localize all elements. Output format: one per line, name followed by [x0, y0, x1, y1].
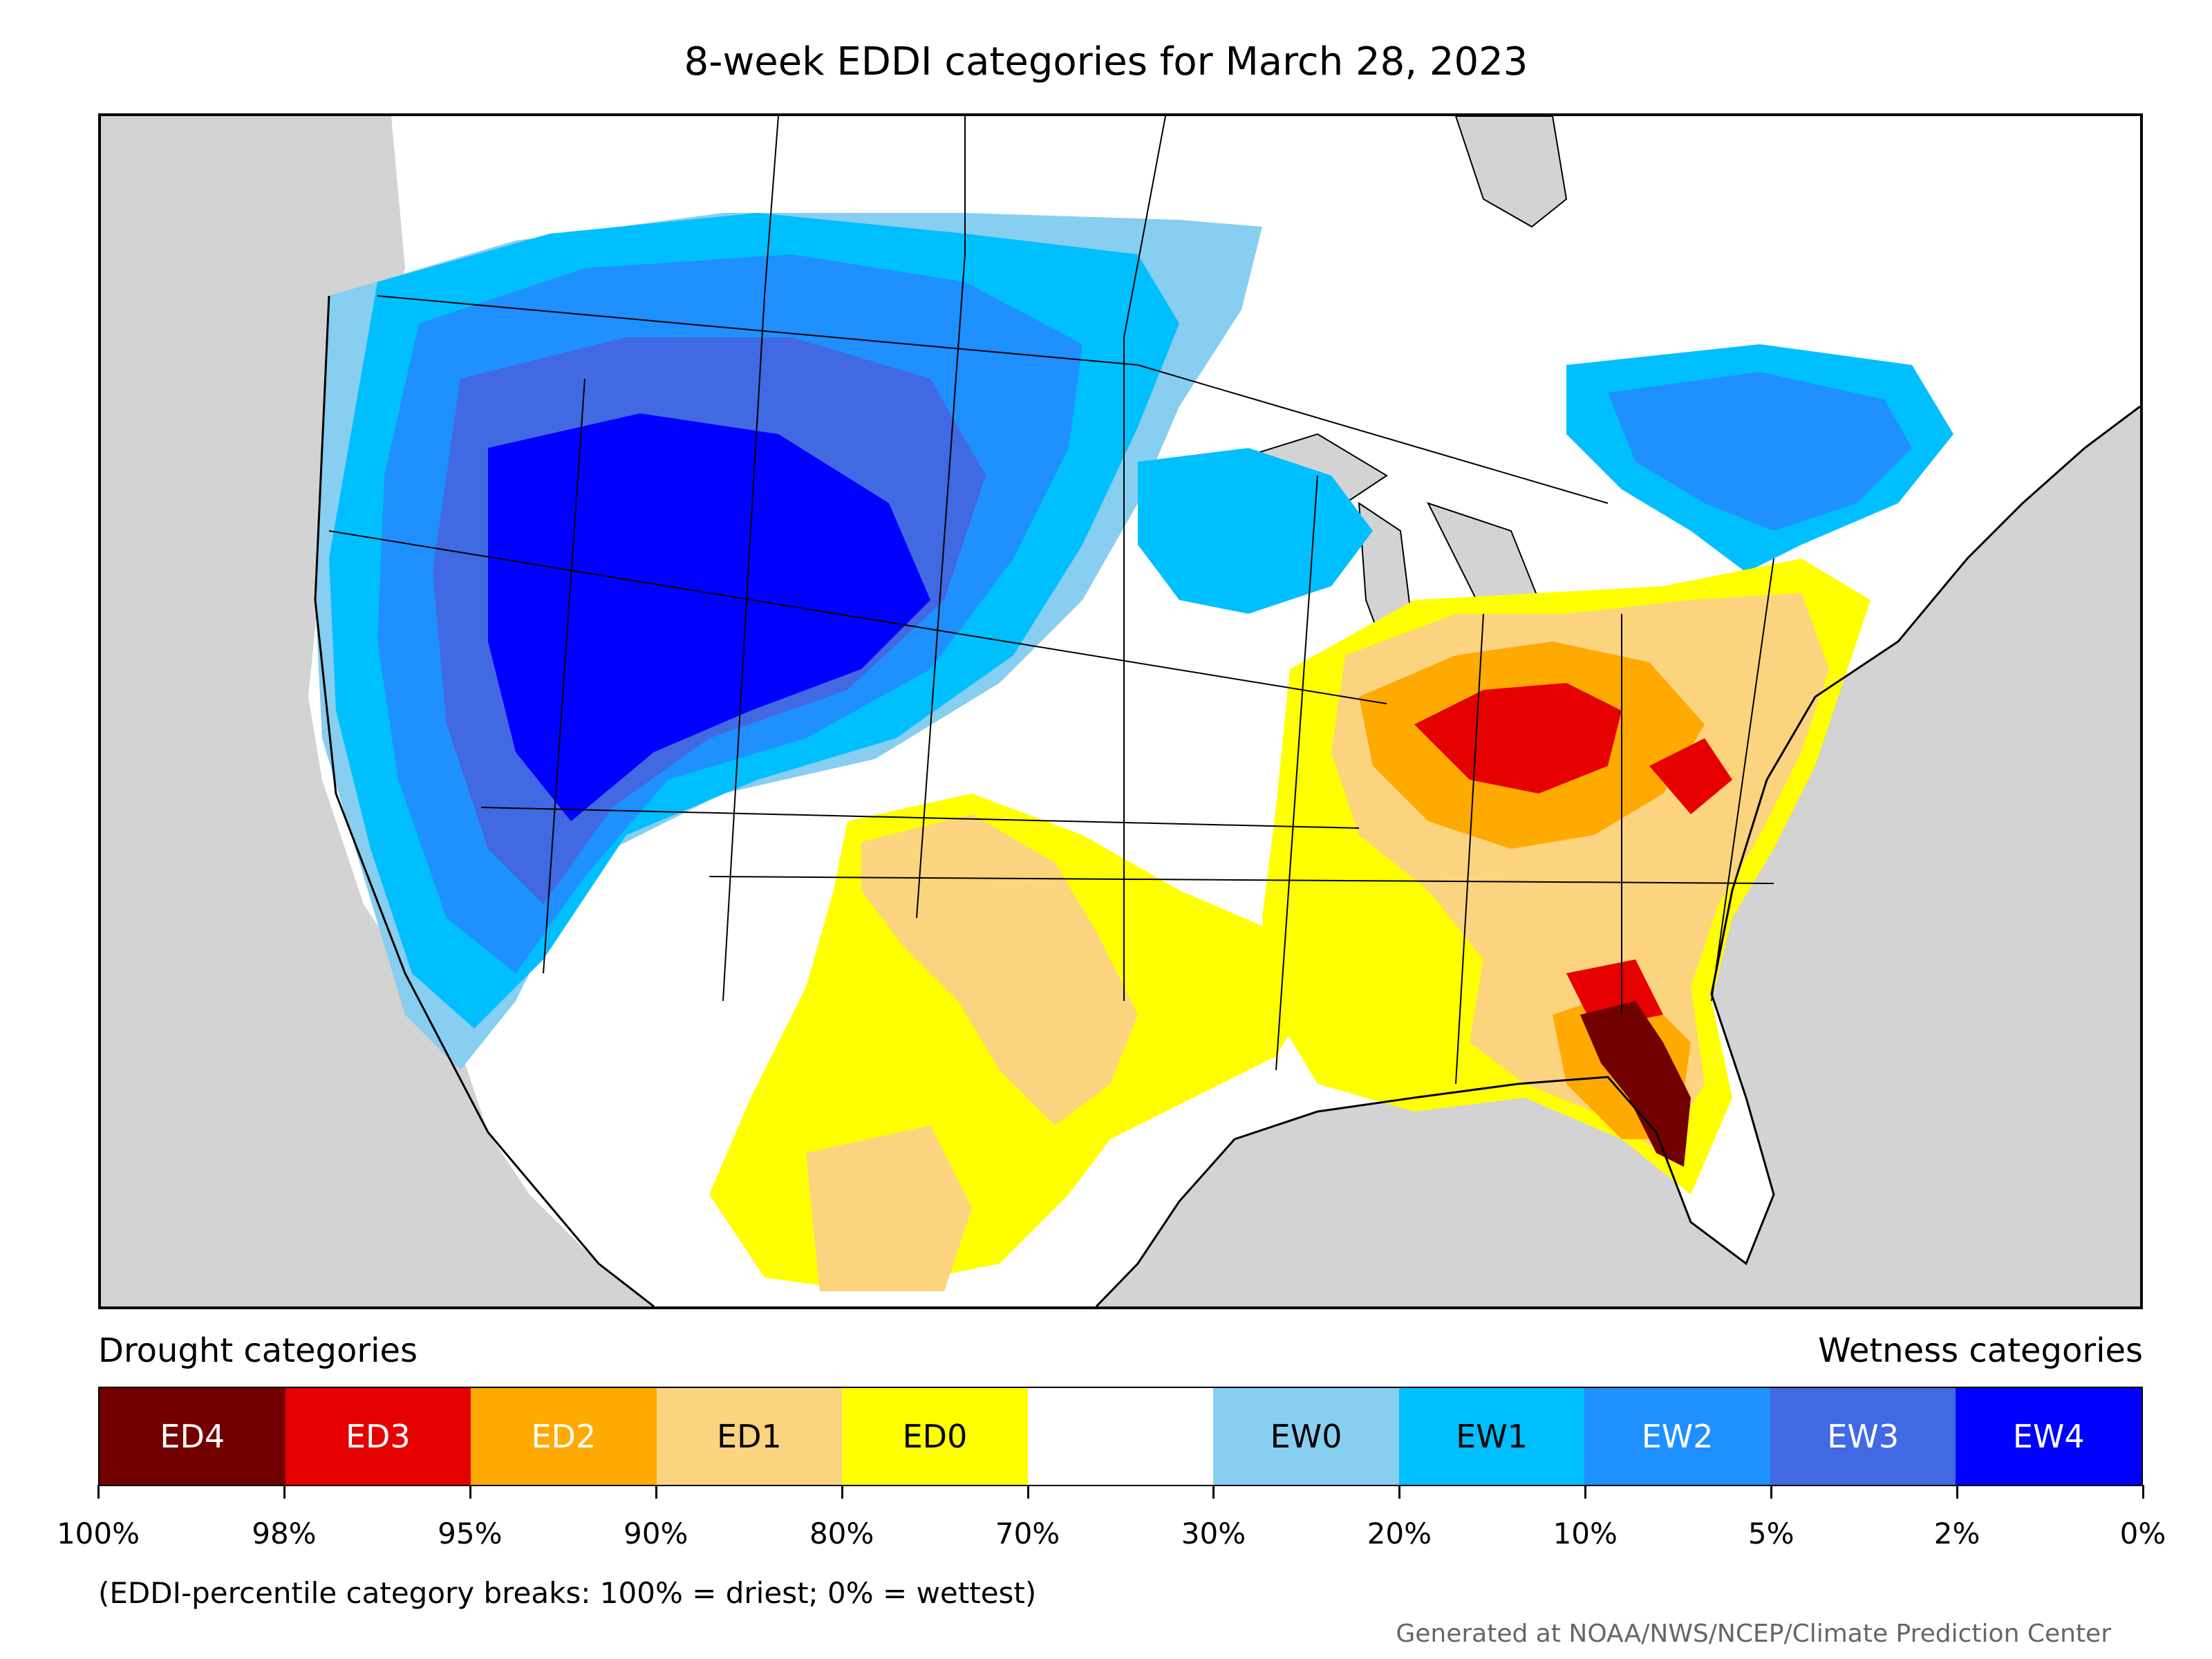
- legend-swatch-ew0: EW0: [1213, 1388, 1399, 1485]
- break-label: 10%: [1553, 1517, 1618, 1550]
- legend-swatch-ed4: ED4: [100, 1388, 285, 1485]
- break-tick: [1584, 1485, 1587, 1499]
- break-tick: [1212, 1485, 1215, 1499]
- break-tick: [1027, 1485, 1029, 1499]
- legend-swatch-ew4: EW4: [1956, 1388, 2142, 1485]
- legend-swatch-ed2: ED2: [471, 1388, 657, 1485]
- break-tick: [469, 1485, 471, 1499]
- dry-ed1-texas: [806, 814, 1138, 1291]
- coastline: [314, 295, 2140, 1306]
- break-tick: [841, 1485, 843, 1499]
- state-boundaries: [328, 116, 1774, 1085]
- drought-heading: Drought categories: [98, 1331, 418, 1370]
- dry-ed4-florida: [1580, 1001, 1691, 1167]
- break-label: 5%: [1747, 1517, 1794, 1550]
- break-label: 100%: [56, 1517, 140, 1550]
- eddi-map: [98, 113, 2143, 1309]
- credit-line: Generated at NOAA/NWS/NCEP/Climate Predi…: [1396, 1620, 2111, 1648]
- wet-ew4-region: [488, 413, 930, 821]
- break-tick: [2142, 1485, 2144, 1499]
- legend-swatch-ed1: ED1: [656, 1388, 843, 1485]
- break-label: 2%: [1933, 1517, 1980, 1550]
- break-tick: [1398, 1485, 1401, 1499]
- wet-midwest-ew1: [1138, 448, 1373, 614]
- wetness-heading: Wetness categories: [1818, 1331, 2143, 1370]
- category-note: (EDDI-percentile category breaks: 100% =…: [98, 1576, 1037, 1610]
- break-label: 90%: [624, 1517, 688, 1550]
- break-tick: [1956, 1485, 1959, 1499]
- legend-swatch-ew1: EW1: [1398, 1388, 1585, 1485]
- break-label: 30%: [1181, 1517, 1246, 1550]
- category-break-ticks: [97, 1485, 2144, 1512]
- break-label: 0%: [2119, 1517, 2166, 1550]
- break-tick: [1770, 1485, 1773, 1499]
- break-label: 20%: [1367, 1517, 1432, 1550]
- break-label: 95%: [438, 1517, 503, 1550]
- hudson-bay: [1454, 116, 1568, 228]
- break-label: 70%: [995, 1517, 1060, 1550]
- break-tick: [655, 1485, 657, 1499]
- category-legend-bar: ED4 ED3 ED2 ED1 ED0 EW0 EW1 EW2 EW3 EW4: [98, 1387, 2143, 1486]
- legend-swatch-neutral: [1027, 1388, 1214, 1485]
- legend-swatch-ed0: ED0: [842, 1388, 1028, 1485]
- break-tick: [283, 1485, 285, 1499]
- break-label: 98%: [252, 1517, 317, 1550]
- break-label: 80%: [809, 1517, 874, 1550]
- legend-swatch-ew3: EW3: [1770, 1388, 1956, 1485]
- map-title: 8-week EDDI categories for March 28, 202…: [684, 39, 1528, 84]
- break-tick: [97, 1485, 100, 1499]
- legend-swatch-ed3: ED3: [285, 1388, 471, 1485]
- eddi-map-canvas: [101, 116, 2140, 1306]
- legend-swatch-ew2: EW2: [1584, 1388, 1770, 1485]
- wet-northeast-ew2: [1608, 372, 1912, 531]
- dry-ed3-ohio-valley: [1414, 683, 1732, 1029]
